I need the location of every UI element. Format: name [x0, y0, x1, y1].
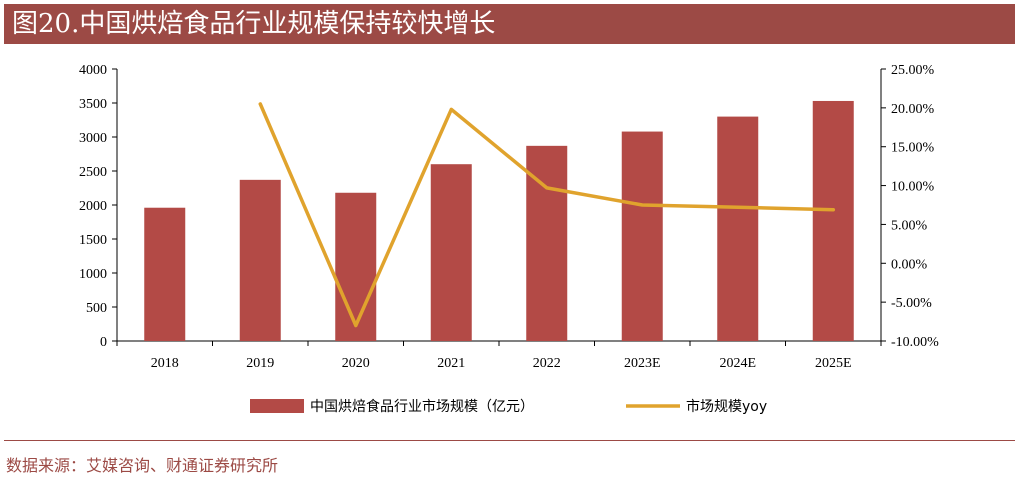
- bar: [717, 116, 759, 341]
- left-tick-label: 1500: [79, 233, 107, 248]
- x-tick-label: 2021: [437, 356, 465, 371]
- yoy-point: [640, 203, 644, 207]
- source-divider: [4, 440, 1015, 441]
- left-tick-label: 2000: [79, 199, 107, 214]
- x-tick-label: 2023E: [624, 356, 661, 371]
- right-tick-label: 10.00%: [891, 180, 935, 195]
- right-tick-label: 15.00%: [891, 141, 935, 156]
- right-tick-label: 25.00%: [891, 63, 935, 78]
- left-tick-label: 3500: [79, 97, 107, 112]
- bar: [239, 179, 281, 341]
- legend-bar-swatch: [250, 399, 304, 413]
- right-tick-label: -5.00%: [891, 296, 932, 311]
- yoy-point: [545, 186, 549, 190]
- left-tick-label: 2500: [79, 165, 107, 180]
- left-tick-label: 3000: [79, 131, 107, 146]
- x-tick-label: 2018: [151, 356, 179, 371]
- bar: [621, 131, 663, 341]
- figure-title: 图20.中国烘焙食品行业规模保持较快增长: [12, 9, 496, 39]
- x-tick-label: 2019: [246, 356, 274, 371]
- yoy-point: [736, 205, 740, 209]
- right-tick-label: 0.00%: [891, 257, 928, 272]
- right-tick-label: 20.00%: [891, 102, 935, 117]
- bar: [812, 100, 854, 342]
- left-tick-label: 4000: [79, 63, 107, 78]
- x-tick-label: 2024E: [719, 356, 756, 371]
- yoy-point: [354, 323, 358, 327]
- left-tick-label: 1000: [79, 267, 107, 282]
- title-bar: 图20.中国烘焙食品行业规模保持较快增长: [4, 4, 1015, 44]
- left-tick-label: 0: [100, 335, 107, 350]
- legend-bar-label: 中国烘焙食品行业市场规模（亿元）: [310, 398, 534, 415]
- x-tick-label: 2022: [533, 356, 561, 371]
- right-tick-label: -10.00%: [891, 335, 939, 350]
- bar: [335, 192, 377, 341]
- right-tick-label: 5.00%: [891, 218, 928, 233]
- yoy-point: [449, 107, 453, 111]
- legend-line-label: 市场规模yoy: [686, 398, 767, 415]
- yoy-point: [258, 102, 262, 106]
- source-note: 数据来源：艾媒咨询、财通证券研究所: [6, 456, 279, 475]
- x-tick-label: 2025E: [815, 356, 852, 371]
- bar: [144, 207, 186, 341]
- left-tick-label: 500: [86, 301, 107, 316]
- bar: [430, 164, 472, 341]
- yoy-point: [831, 208, 835, 212]
- x-tick-label: 2020: [342, 356, 370, 371]
